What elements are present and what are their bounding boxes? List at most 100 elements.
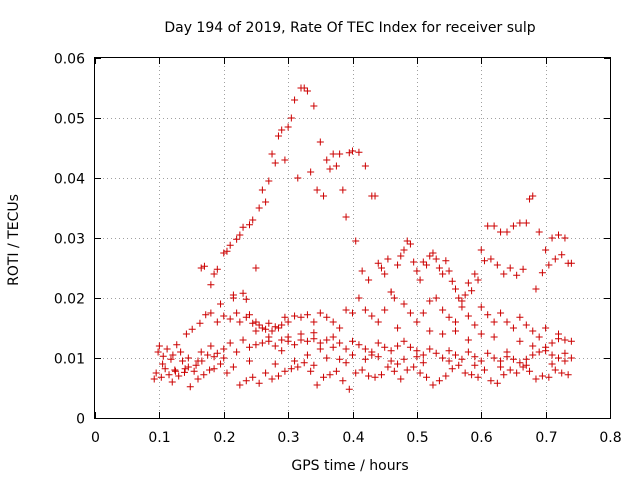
data-point [400, 355, 408, 363]
data-point [509, 222, 517, 230]
data-point [374, 353, 382, 361]
data-point [558, 251, 566, 259]
data-point [374, 339, 382, 347]
x-tick-labels: 0 0.1 0.2 0.3 0.4 0.5 0.6 0.7 0.8 [91, 430, 622, 446]
data-point [152, 369, 160, 377]
data-point [419, 309, 427, 317]
data-point [484, 311, 492, 319]
data-point [509, 324, 517, 332]
data-point [242, 377, 250, 385]
data-point [487, 255, 495, 263]
data-point [529, 192, 537, 200]
data-point [445, 313, 453, 321]
data-point [419, 359, 427, 367]
data-point [387, 357, 395, 365]
data-point [213, 265, 221, 273]
data-point [213, 349, 221, 357]
data-point [154, 348, 162, 356]
data-point [458, 303, 466, 311]
data-point [416, 369, 424, 377]
data-point [448, 277, 456, 285]
data-point [258, 324, 266, 332]
data-point [516, 359, 524, 367]
data-point [252, 327, 260, 335]
x-tick-label: 0 [91, 430, 100, 446]
data-point [291, 357, 299, 365]
data-point [397, 252, 405, 260]
data-point [452, 327, 459, 335]
data-point [278, 321, 286, 329]
data-point [423, 261, 431, 269]
data-point [210, 270, 218, 278]
data-point [387, 288, 395, 296]
data-point [413, 347, 421, 355]
data-point [336, 150, 344, 158]
data-point [197, 348, 205, 356]
data-point [252, 264, 260, 272]
data-point [326, 165, 334, 173]
data-point [509, 355, 517, 363]
data-point [210, 353, 218, 361]
data-point [400, 337, 408, 345]
data-point [287, 114, 295, 122]
data-point [519, 265, 527, 273]
data-point [374, 318, 382, 326]
data-point [452, 318, 459, 326]
data-point [313, 186, 321, 194]
data-point [310, 361, 318, 369]
data-point [477, 303, 485, 311]
data-point [258, 339, 266, 347]
data-point [493, 261, 501, 269]
data-point [265, 333, 273, 341]
data-point [545, 261, 553, 269]
data-point [150, 375, 158, 383]
data-point [503, 228, 511, 236]
data-point [271, 342, 279, 350]
data-point [410, 363, 418, 371]
data-point [406, 240, 414, 248]
data-point [381, 270, 389, 278]
data-point [220, 312, 228, 320]
data-point [542, 324, 550, 332]
data-point [249, 216, 257, 224]
data-point [497, 228, 505, 236]
data-point [226, 241, 234, 249]
data-point [200, 371, 208, 379]
data-point [561, 234, 569, 242]
data-point [561, 336, 569, 344]
data-point [307, 367, 315, 375]
data-point [500, 371, 508, 379]
data-point [246, 357, 253, 365]
data-point [323, 313, 331, 321]
data-point [410, 258, 418, 266]
data-point [471, 270, 479, 278]
data-point [464, 348, 472, 356]
data-point [471, 353, 479, 361]
data-point [268, 327, 276, 335]
data-point [397, 375, 405, 383]
data-point [179, 357, 187, 365]
data-point [432, 255, 440, 263]
data-point [297, 336, 305, 344]
data-point [281, 313, 289, 321]
data-point [239, 223, 247, 231]
data-point [477, 330, 485, 338]
data-point [220, 345, 228, 353]
data-point [490, 318, 498, 326]
data-point [564, 371, 572, 379]
data-point [281, 367, 289, 375]
axis-ticks [95, 58, 611, 419]
data-point [529, 342, 537, 350]
data-point [474, 373, 482, 381]
data-point [316, 138, 324, 146]
data-point [452, 351, 459, 359]
data-point [442, 257, 450, 265]
data-point [458, 355, 466, 363]
data-point [345, 385, 353, 393]
data-point [310, 329, 318, 337]
data-point [445, 267, 453, 275]
data-point [349, 309, 356, 317]
data-point [535, 228, 543, 236]
data-point [358, 366, 366, 374]
